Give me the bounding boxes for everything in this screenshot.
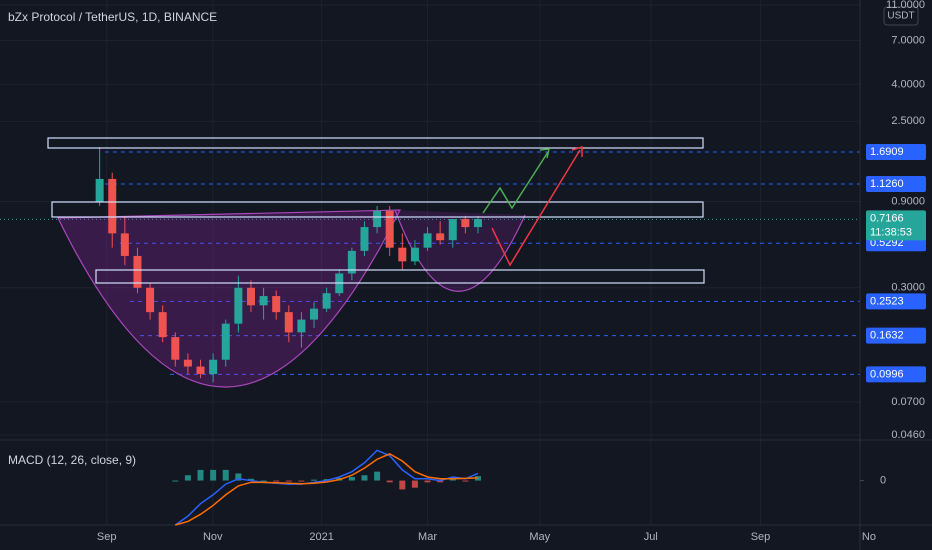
candle-body bbox=[196, 366, 205, 375]
y-tick-label: 2.5000 bbox=[891, 115, 925, 127]
neckline-zone bbox=[51, 201, 704, 218]
macd-histogram-bar bbox=[260, 480, 267, 482]
candle-body bbox=[436, 233, 445, 241]
candle-body bbox=[108, 178, 117, 234]
candle-body bbox=[360, 227, 369, 251]
macd-histogram-bar bbox=[386, 480, 393, 483]
countdown: 11:38:53 bbox=[870, 226, 912, 238]
x-tick-label: Jul bbox=[644, 531, 658, 543]
candle-body bbox=[385, 210, 394, 248]
candle-body bbox=[373, 210, 382, 228]
candle-body bbox=[284, 312, 293, 333]
price-label-box bbox=[866, 175, 926, 192]
y-tick-label: 0.0460 bbox=[891, 429, 925, 441]
macd-histogram-bar bbox=[184, 475, 191, 481]
candle-body bbox=[133, 255, 142, 288]
macd-histogram-bar bbox=[247, 478, 254, 481]
macd-histogram-bar bbox=[273, 480, 280, 482]
price-label-box bbox=[866, 293, 926, 310]
candle-body bbox=[398, 247, 407, 262]
candle-body bbox=[146, 287, 155, 313]
macd-histogram-bar bbox=[197, 469, 204, 481]
macd-histogram-bar bbox=[424, 480, 431, 483]
candle-body bbox=[221, 323, 230, 360]
y-tick-label: 4.0000 bbox=[891, 78, 925, 90]
candle-body bbox=[310, 308, 319, 320]
macd-line bbox=[174, 449, 479, 526]
price-label: 0.1632 bbox=[870, 329, 904, 341]
x-tick-label: May bbox=[529, 531, 550, 543]
alternate-path-arrow bbox=[491, 149, 581, 267]
price-label: 0.2523 bbox=[870, 295, 904, 307]
resistance-zone bbox=[47, 137, 704, 149]
macd-histogram-bar bbox=[437, 480, 444, 483]
macd-histogram-bar bbox=[399, 480, 406, 490]
macd-histogram-bar bbox=[462, 480, 469, 482]
candle-body bbox=[322, 293, 331, 309]
currency-button[interactable] bbox=[883, 6, 919, 26]
candle-body bbox=[158, 312, 167, 338]
price-label: 0.0996 bbox=[870, 368, 904, 380]
last-price-label: 0.7166 bbox=[870, 212, 904, 224]
macd-title: MACD (12, 26, close, 9) bbox=[8, 453, 136, 467]
candle-body bbox=[272, 296, 281, 313]
price-label-box bbox=[866, 327, 926, 344]
macd-histogram-bar bbox=[285, 480, 292, 482]
candle-body bbox=[183, 359, 192, 367]
arrowhead bbox=[571, 145, 583, 157]
support-zone bbox=[95, 269, 705, 284]
chart-title: bZx Protocol / TetherUS, 1D, BINANCE bbox=[8, 10, 217, 24]
y-tick-label: 11.0000 bbox=[886, 0, 925, 11]
candle-body bbox=[171, 337, 180, 360]
y-tick-label: 7.0000 bbox=[891, 34, 925, 46]
macd-histogram-bar bbox=[298, 480, 305, 482]
x-tick-label: Sep bbox=[97, 531, 117, 543]
macd-histogram-bar bbox=[222, 469, 229, 481]
x-tick-label: No bbox=[862, 531, 876, 543]
candle-body bbox=[423, 233, 432, 248]
candle-body bbox=[347, 250, 356, 274]
macd-histogram-bar bbox=[449, 478, 456, 481]
x-tick-label: Sep bbox=[751, 531, 771, 543]
macd-histogram-bar bbox=[361, 475, 368, 481]
price-label: 1.1260 bbox=[870, 178, 904, 190]
macd-histogram-bar bbox=[172, 480, 179, 482]
macd-histogram-bar bbox=[411, 480, 418, 488]
macd-tick-label: 0 bbox=[880, 474, 886, 486]
x-tick-label: 2021 bbox=[309, 531, 333, 543]
candle-body bbox=[209, 359, 218, 375]
candle-body bbox=[297, 319, 306, 333]
candle-body bbox=[473, 219, 482, 228]
currency-label[interactable]: USDT bbox=[887, 11, 914, 22]
macd-histogram-bar bbox=[374, 471, 381, 481]
candle-body bbox=[410, 247, 419, 262]
macd-histogram-bar bbox=[235, 473, 242, 481]
candle-body bbox=[234, 287, 243, 324]
macd-histogram-bar bbox=[210, 469, 217, 481]
arrowhead bbox=[539, 148, 550, 159]
bullish-path-arrow bbox=[482, 151, 549, 214]
y-tick-label: 0.0700 bbox=[891, 396, 925, 408]
candle-body bbox=[95, 178, 104, 202]
cup-shape bbox=[57, 209, 401, 388]
last-price-box bbox=[866, 210, 926, 241]
y-tick-label: 0.9000 bbox=[891, 195, 925, 207]
x-tick-label: Nov bbox=[203, 531, 223, 543]
price-label-box bbox=[866, 366, 926, 383]
candle-body bbox=[461, 219, 470, 228]
x-tick-label: Mar bbox=[418, 531, 437, 543]
y-tick-label: 0.3000 bbox=[891, 282, 925, 294]
macd-line bbox=[175, 453, 479, 526]
price-label-box bbox=[866, 144, 926, 161]
candle-body bbox=[120, 233, 129, 256]
candle-body bbox=[259, 296, 268, 306]
candle-body bbox=[246, 287, 255, 306]
macd-histogram-bar bbox=[348, 477, 355, 481]
candle-body bbox=[448, 219, 457, 241]
macd-histogram-bar bbox=[311, 479, 318, 481]
price-label: 1.6909 bbox=[870, 146, 904, 158]
